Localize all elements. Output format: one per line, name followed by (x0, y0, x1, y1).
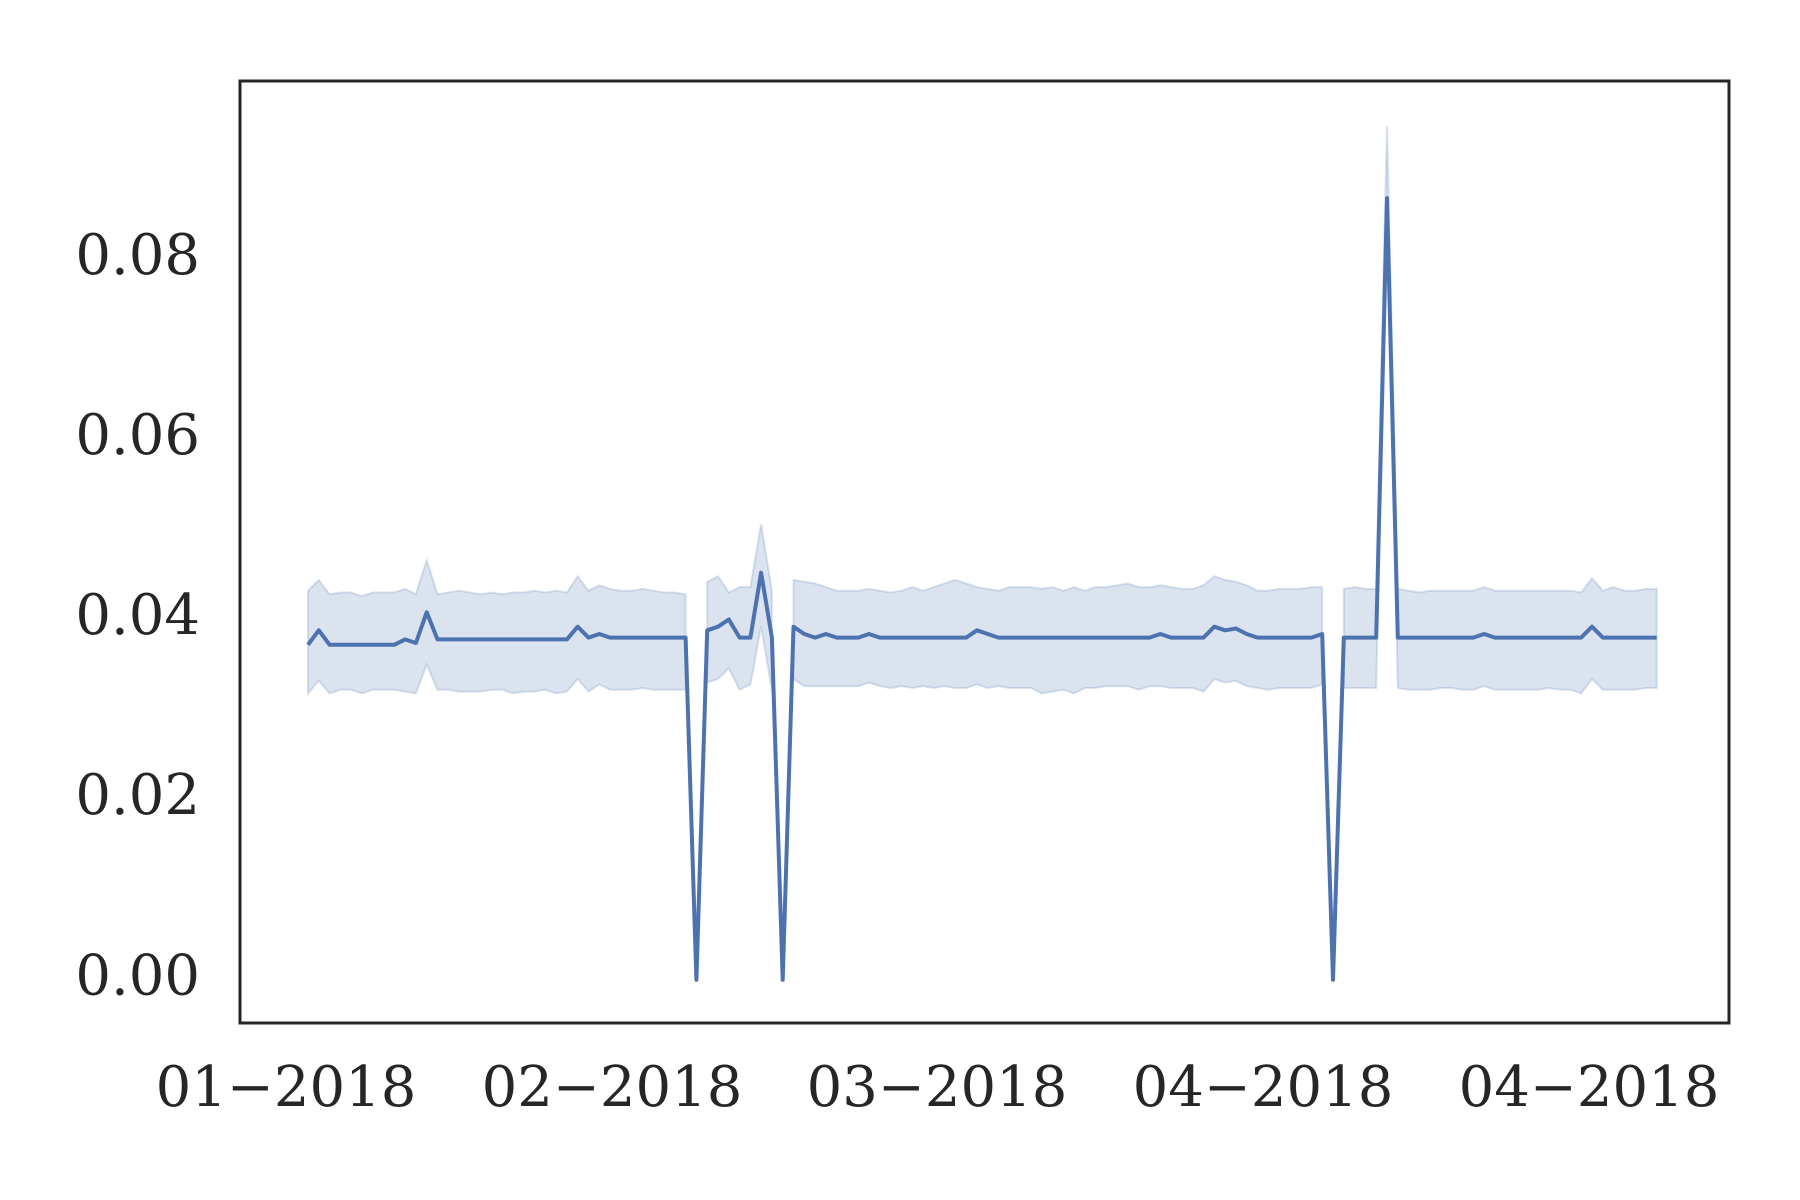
y-axis: 0.00 0.02 0.04 0.06 0.08 (75, 223, 200, 1008)
y-tick-label: 0.08 (75, 223, 200, 288)
x-tick-label: 04−2018 (1459, 1055, 1720, 1120)
plot-frame (238, 79, 1731, 1025)
x-tick-label: 02−2018 (482, 1055, 743, 1120)
x-tick-label: 01−2018 (156, 1055, 417, 1120)
x-tick-label: 04−2018 (1133, 1055, 1394, 1120)
series-line (306, 196, 1657, 982)
series-line-path (306, 196, 1657, 982)
y-tick-label: 0.00 (75, 943, 200, 1008)
y-tick-label: 0.04 (75, 583, 200, 648)
x-tick-label: 03−2018 (807, 1055, 1068, 1120)
y-tick-label: 0.06 (75, 403, 200, 468)
x-axis: 01−2018 02−2018 03−2018 04−2018 04−2018 (156, 1055, 1720, 1120)
y-tick-label: 0.02 (75, 763, 200, 828)
